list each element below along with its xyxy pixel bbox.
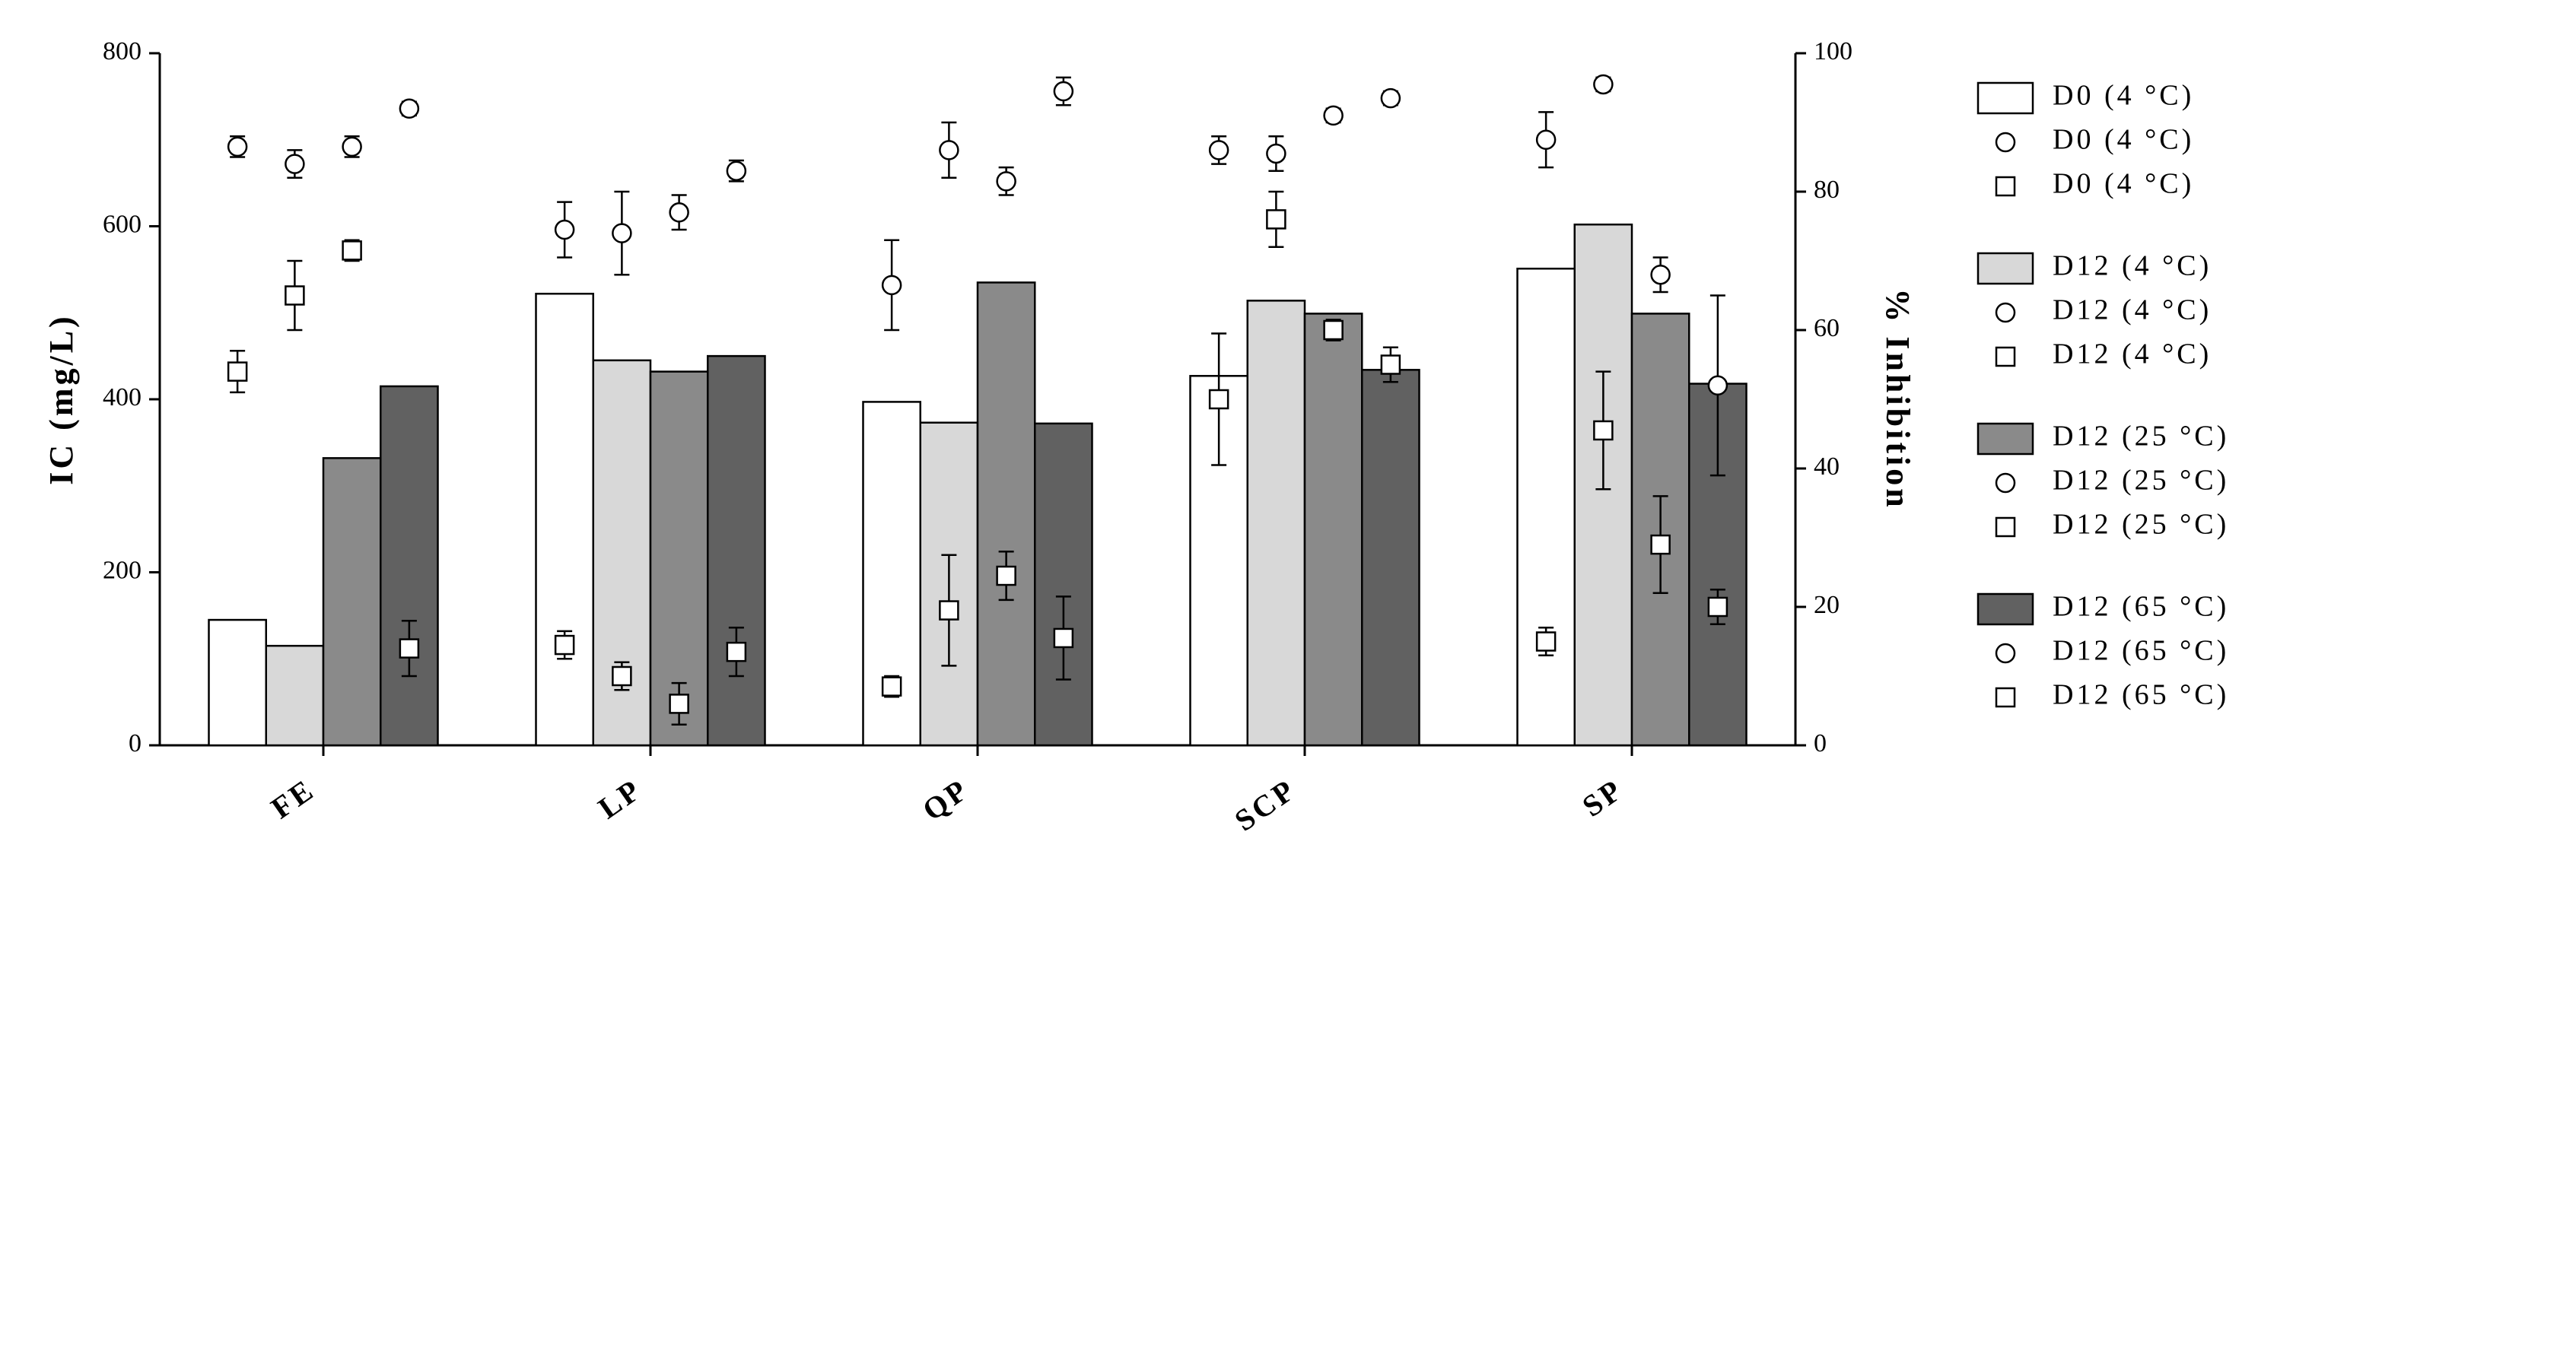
legend-svg: D0 (4 °C) D0 (4 °C) D0 (4 °C) D12 (4 °C) D12… — [1970, 61, 2366, 773]
legend-label: D12 (4 °C) — [2053, 338, 2212, 370]
circle-marker — [1267, 144, 1285, 163]
bar — [708, 356, 765, 745]
circle-marker — [670, 203, 689, 221]
bar — [1518, 268, 1575, 745]
x-category-label: SP — [1576, 772, 1630, 824]
bar — [266, 646, 323, 745]
legend-swatch-square — [1996, 688, 2015, 707]
bar — [1248, 300, 1305, 745]
yright-tick-label: 0 — [1814, 729, 1827, 757]
yleft-tick-label: 0 — [129, 729, 142, 757]
legend-label: D12 (4 °C) — [2053, 250, 2212, 282]
chart-svg: 0 200 400 600 800 0 20 40 60 80 100 FE LP QP SCP SP IC (… — [30, 30, 1925, 867]
circle-marker — [1537, 131, 1555, 149]
yright-tick-label: 40 — [1814, 453, 1840, 481]
legend-swatch-circle — [1996, 644, 2015, 662]
legend-swatch-rect — [1978, 594, 2033, 624]
legend-label: D0 (4 °C) — [2053, 124, 2194, 156]
bar — [1305, 313, 1362, 745]
square-marker — [1594, 421, 1612, 440]
bar — [323, 458, 380, 745]
circle-marker — [285, 155, 304, 173]
yleft-tick-label: 800 — [103, 37, 142, 65]
circle-marker — [1325, 106, 1343, 125]
legend-label: D12 (25 °C) — [2053, 465, 2229, 497]
square-marker — [727, 643, 746, 661]
legend-label: D12 (25 °C) — [2053, 509, 2229, 541]
legend-swatch-circle — [1996, 303, 2015, 322]
legend-label: D12 (65 °C) — [2053, 679, 2229, 711]
yleft-title: IC (mg/L) — [43, 313, 80, 484]
yright-tick-label: 80 — [1814, 176, 1840, 204]
legend-label: D12 (65 °C) — [2053, 635, 2229, 667]
square-marker — [1267, 210, 1285, 228]
legend-swatch-circle — [1996, 474, 2015, 492]
square-marker — [1054, 629, 1073, 647]
x-category-label: LP — [592, 772, 648, 826]
square-marker — [612, 667, 631, 685]
legend-swatch-rect — [1978, 83, 2033, 113]
circle-marker — [1594, 75, 1612, 94]
circle-marker — [1709, 376, 1727, 395]
circle-marker — [612, 224, 631, 243]
square-marker — [1325, 321, 1343, 339]
circle-marker — [343, 138, 361, 156]
bar — [536, 294, 593, 745]
yright-title: % Inhibition — [1879, 288, 1916, 510]
legend-swatch-rect — [1978, 424, 2033, 454]
bar — [978, 282, 1035, 745]
bar — [1362, 370, 1419, 745]
square-marker — [670, 694, 689, 713]
circle-marker — [555, 221, 574, 239]
circle-marker — [1382, 89, 1400, 107]
legend-swatch-square — [1996, 348, 2015, 366]
bar — [209, 620, 266, 745]
x-category-label: SCP — [1229, 772, 1303, 838]
circle-marker — [1210, 141, 1228, 159]
circle-marker — [1054, 82, 1073, 100]
circle-marker — [997, 172, 1016, 190]
circle-marker — [228, 138, 246, 156]
circle-marker — [1652, 265, 1670, 284]
legend-label: D0 (4 °C) — [2053, 168, 2194, 200]
square-marker — [343, 241, 361, 259]
yleft-tick-label: 400 — [103, 383, 142, 411]
bar — [380, 386, 437, 745]
yleft-tick-label: 200 — [103, 556, 142, 584]
circle-marker — [883, 276, 901, 294]
legend-label: D0 (4 °C) — [2053, 80, 2194, 112]
circle-marker — [940, 141, 958, 159]
legend-swatch-circle — [1996, 133, 2015, 151]
square-marker — [285, 287, 304, 305]
square-marker — [940, 602, 958, 620]
x-category-label: FE — [265, 772, 321, 826]
legend-label: D12 (4 °C) — [2053, 294, 2212, 326]
bar — [1035, 424, 1092, 745]
yright-tick-label: 20 — [1814, 591, 1840, 619]
circle-marker — [400, 100, 418, 118]
square-marker — [1382, 356, 1400, 374]
legend-label: D12 (65 °C) — [2053, 591, 2229, 623]
yright-tick-label: 60 — [1814, 314, 1840, 342]
square-marker — [228, 363, 246, 381]
legend-swatch-square — [1996, 177, 2015, 195]
square-marker — [1537, 633, 1555, 651]
legend-swatch-rect — [1978, 253, 2033, 284]
square-marker — [997, 567, 1016, 585]
square-marker — [555, 636, 574, 654]
square-marker — [400, 640, 418, 658]
square-marker — [1652, 535, 1670, 554]
yright-tick-label: 100 — [1814, 37, 1852, 65]
chart-container: 0 200 400 600 800 0 20 40 60 80 100 FE LP QP SCP SP IC (… — [0, 0, 2576, 897]
square-marker — [1210, 390, 1228, 408]
legend-swatch-square — [1996, 518, 2015, 536]
x-category-label: QP — [916, 772, 975, 827]
square-marker — [883, 678, 901, 696]
legend-label: D12 (25 °C) — [2053, 421, 2229, 453]
square-marker — [1709, 598, 1727, 616]
yleft-tick-label: 600 — [103, 210, 142, 238]
circle-marker — [727, 162, 746, 180]
